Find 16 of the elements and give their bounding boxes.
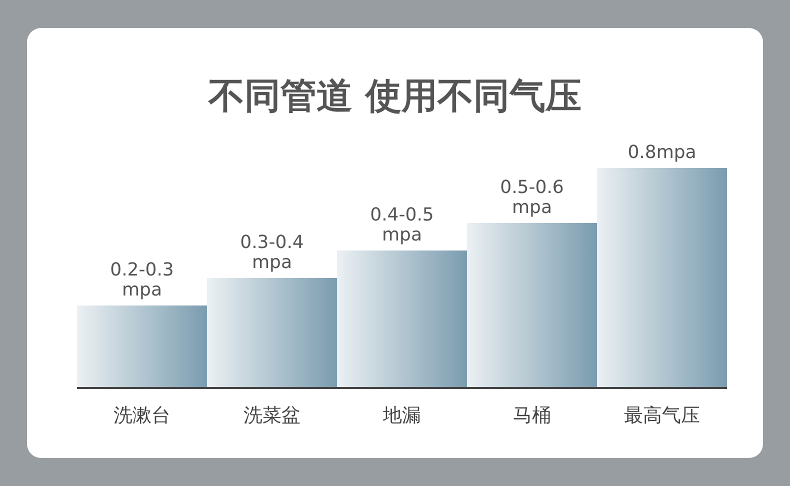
bar (337, 250, 467, 388)
x-tick-label: 洗漱台 (114, 404, 170, 426)
x-tick-label: 最高气压 (624, 404, 700, 426)
chart-title: 不同管道 使用不同气压 (207, 75, 582, 119)
x-tick-label: 地漏 (382, 404, 421, 426)
bar (77, 306, 207, 388)
data-label: 0.4-0.5 mpa (370, 204, 434, 246)
bar (207, 278, 337, 388)
x-tick-label: 马桶 (513, 404, 551, 426)
bar (467, 223, 597, 388)
data-label: 0.2-0.3 mpa (110, 260, 174, 300)
x-tick-label: 洗菜盆 (244, 404, 300, 426)
data-label: 0.5-0.6 mpa (500, 177, 564, 218)
data-label: 0.3-0.4 mpa (240, 232, 304, 273)
data-label: 0.8mpa (628, 142, 696, 163)
bar (597, 168, 727, 388)
